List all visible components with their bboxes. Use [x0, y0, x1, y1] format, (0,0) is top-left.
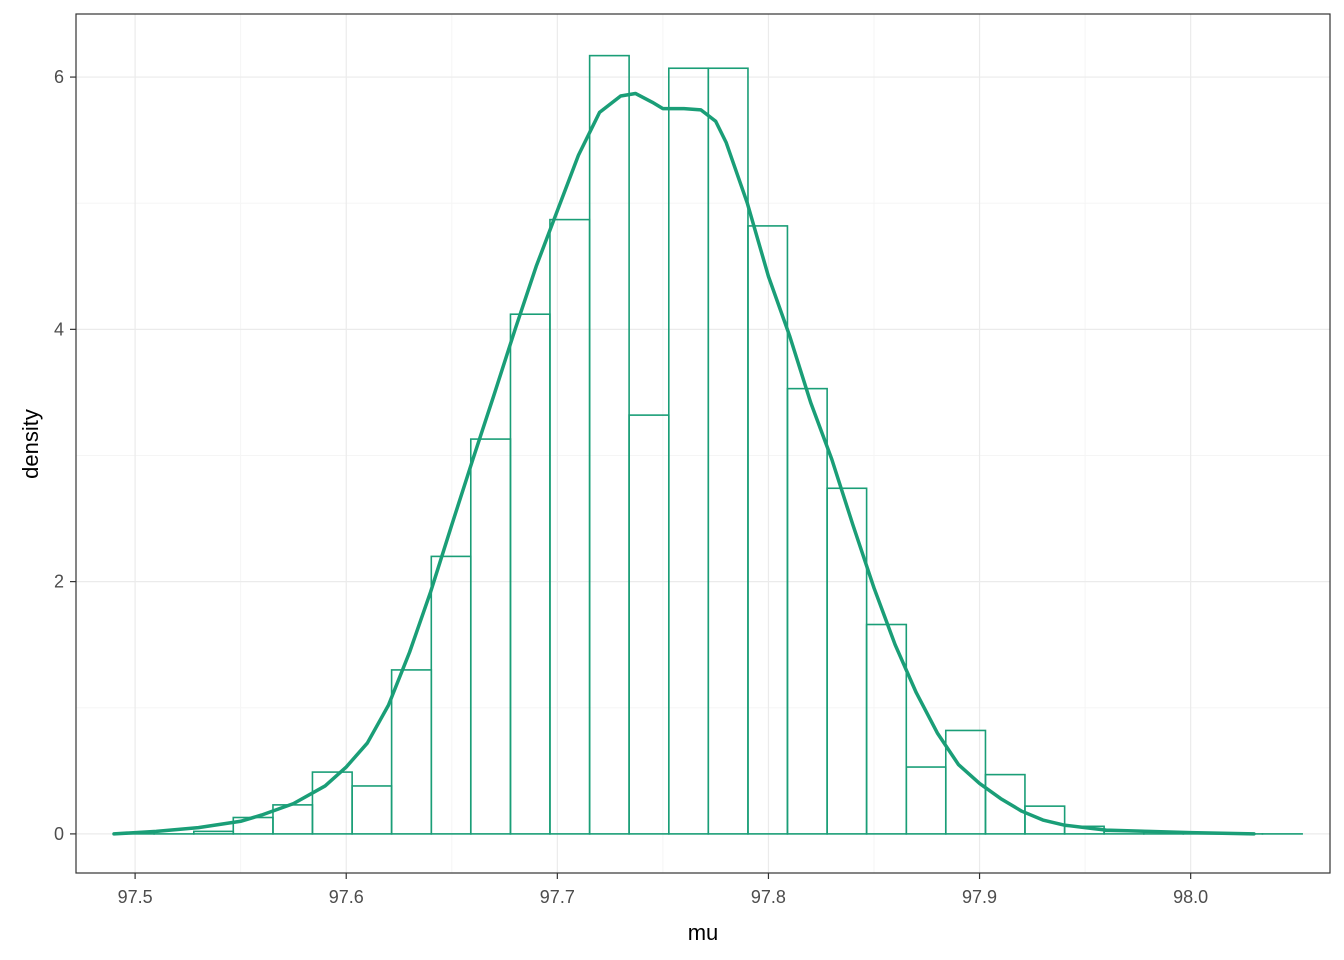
- x-tick-label: 97.5: [118, 887, 153, 907]
- y-axis-title: density: [18, 409, 43, 479]
- panel-border: [75, 13, 1331, 874]
- x-tick-label: 97.8: [751, 887, 786, 907]
- y-tick-label: 0: [54, 824, 64, 844]
- y-tick-label: 6: [54, 67, 64, 87]
- histogram-bar: [984, 773, 1026, 835]
- x-axis-title: mu: [688, 920, 719, 945]
- x-tick-label: 98.0: [1173, 887, 1208, 907]
- y-axis-ticks: 0 2 4 6: [54, 67, 76, 844]
- x-tick-label: 97.6: [329, 887, 364, 907]
- x-tick-label: 97.9: [962, 887, 997, 907]
- panel-background: [76, 14, 1330, 873]
- x-tick-label: 97.7: [540, 887, 575, 907]
- x-axis-ticks: 97.5 97.6 97.7 97.8 97.9 98.0: [118, 873, 1208, 907]
- histogram-bar: [1024, 805, 1066, 835]
- y-tick-label: 2: [54, 572, 64, 592]
- density-curve: [112, 91, 1256, 836]
- y-tick-label: 4: [54, 319, 64, 339]
- minor-gridlines: [76, 14, 1330, 873]
